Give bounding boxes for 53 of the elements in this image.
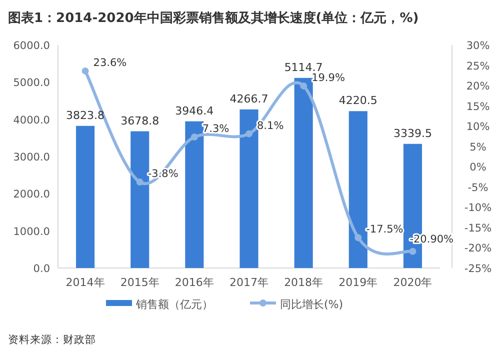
- y2-tick-label: 0%: [470, 162, 486, 174]
- data-label: 4266.7: [230, 92, 268, 106]
- x-tick-label: 2016年: [174, 276, 214, 289]
- point: [136, 178, 144, 186]
- y2-tick-label: -25%: [464, 263, 492, 275]
- y-tick-label: 1000.0: [13, 226, 50, 238]
- data-label: 23.6%: [93, 56, 127, 69]
- point: [300, 82, 308, 90]
- data-label: 5114.7: [284, 60, 323, 74]
- y2-tick-label: 25%: [466, 60, 490, 72]
- x-tick-label: 2018年: [284, 276, 324, 289]
- y2-tick-label: 15%: [466, 100, 490, 113]
- y2-tick-label: 30%: [466, 40, 490, 52]
- y-tick-label: 5000.0: [13, 77, 50, 90]
- y2-tick-label: 5%: [470, 141, 486, 154]
- bar: [348, 111, 368, 268]
- y2-tick-label: 20%: [466, 80, 490, 93]
- text: 资料来源：财政部: [8, 333, 96, 346]
- point: [246, 130, 252, 138]
- data-label: 3946.4: [175, 104, 214, 118]
- data-label: 4220.5: [338, 94, 378, 108]
- data-label: 3823.8: [66, 108, 105, 122]
- x-tick-label: 2014年: [66, 276, 105, 289]
- point: [409, 248, 416, 255]
- point: [354, 234, 362, 242]
- y-tick-label: 2000.0: [13, 188, 50, 201]
- y-tick-label: 3000.0: [13, 152, 50, 164]
- bar: [76, 126, 95, 268]
- point: [190, 134, 198, 141]
- x-tick-label: 2020年: [393, 276, 432, 289]
- bar: [294, 78, 313, 268]
- legend-label: 销售额（亿元）: [135, 298, 213, 311]
- bar: [185, 121, 204, 268]
- data-label: 3339.5: [393, 126, 432, 140]
- y2-tick-label: 10%: [466, 121, 490, 134]
- x-tick-label: 2017年: [230, 276, 268, 289]
- data-label: 8.1%: [257, 120, 284, 132]
- y2-tick-label: -20%: [464, 242, 492, 255]
- bar: [130, 131, 150, 268]
- y-tick-label: 4000.0: [13, 114, 50, 126]
- y2-tick-label: -10%: [464, 202, 492, 214]
- bar: [240, 109, 258, 268]
- y2-tick-label: -5%: [468, 182, 488, 194]
- x-tick-label: 2019年: [338, 276, 378, 289]
- y2-tick-label: -15%: [464, 222, 492, 234]
- y-tick-label: 0.0: [33, 263, 50, 275]
- point: [82, 67, 89, 74]
- data-label: 19.9%: [312, 72, 345, 84]
- x-tick-label: 2015年: [120, 276, 160, 289]
- chart-title: 图表1：2014-2020年中国彩票销售额及其增长速度(单位：亿元，%): [8, 10, 419, 26]
- y-tick-label: 6000.0: [13, 40, 50, 52]
- data-label: 3678.8: [120, 114, 160, 128]
- legend-label: 同比增长(%): [280, 298, 344, 311]
